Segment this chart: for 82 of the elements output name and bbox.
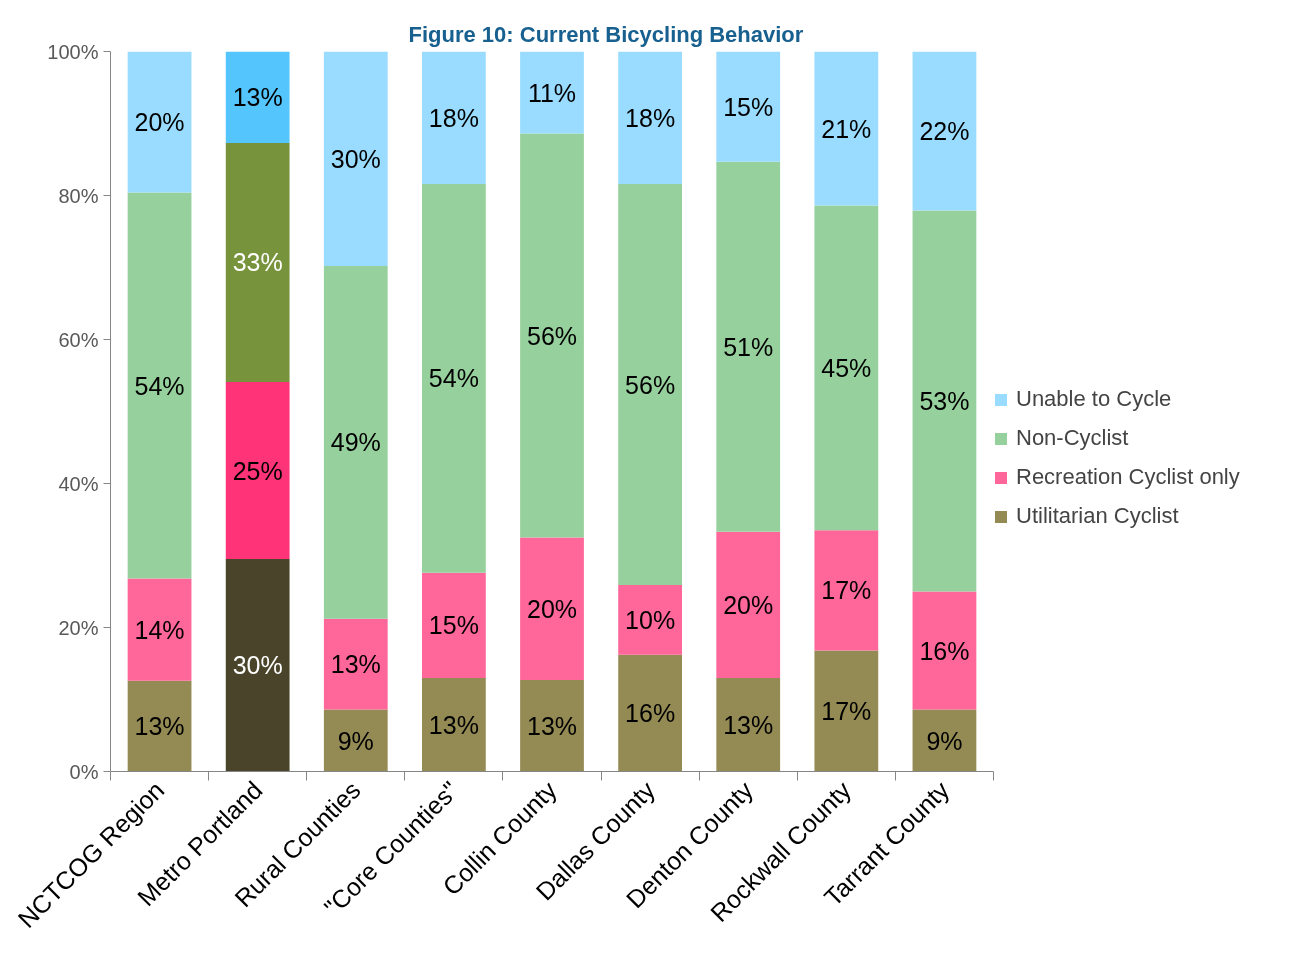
bar <box>912 51 977 211</box>
bar <box>716 161 781 532</box>
legend-label: Utilitarian Cyclist <box>1016 503 1179 529</box>
data-label: 33% <box>232 248 283 277</box>
data-label: 54% <box>428 364 479 393</box>
bar <box>814 205 879 531</box>
bar <box>618 183 682 586</box>
data-label: 13% <box>330 650 381 679</box>
bar <box>912 210 977 592</box>
bar <box>618 51 682 184</box>
data-label: 56% <box>625 370 676 399</box>
data-label: 49% <box>330 428 381 457</box>
data-label: 25% <box>232 456 283 485</box>
bar <box>520 51 584 134</box>
data-label: 30% <box>330 144 381 173</box>
bar <box>520 537 584 681</box>
bar <box>323 709 388 772</box>
bar <box>323 618 388 710</box>
data-label: 18% <box>428 103 479 132</box>
data-label: 10% <box>625 605 676 634</box>
data-label: 9% <box>337 726 374 755</box>
data-label: 13% <box>428 710 479 739</box>
y-tick-label: 80% <box>58 184 99 207</box>
data-label: 45% <box>821 353 872 382</box>
data-label: 16% <box>625 699 676 728</box>
bar <box>127 51 192 193</box>
bar <box>127 578 192 681</box>
y-tick-label: 40% <box>58 472 99 495</box>
bar <box>716 531 781 678</box>
data-label: 13% <box>134 712 185 741</box>
bar <box>520 133 584 538</box>
bar <box>422 183 486 573</box>
y-tick-label: 100% <box>47 40 99 63</box>
y-tick-label: 0% <box>69 760 99 783</box>
data-label: 15% <box>723 92 774 121</box>
y-tick-label: 60% <box>58 328 99 351</box>
bar <box>422 572 486 678</box>
data-label: 18% <box>625 103 676 132</box>
bar <box>127 680 192 772</box>
data-label: 15% <box>428 611 479 640</box>
bar <box>225 559 290 772</box>
chart-title: Figure 10: Current Bicycling Behavior <box>408 21 804 47</box>
data-label: 11% <box>527 78 577 107</box>
bar <box>814 650 879 772</box>
bar <box>323 51 388 267</box>
bar <box>225 142 290 382</box>
data-label: 53% <box>919 387 970 416</box>
data-label: 54% <box>134 371 185 400</box>
bar <box>716 677 781 772</box>
bar <box>323 266 388 619</box>
bar <box>618 654 682 772</box>
data-label: 17% <box>821 576 872 605</box>
bar <box>520 680 584 772</box>
data-label: 13% <box>723 710 774 739</box>
bar <box>127 192 192 579</box>
legend-label: Unable to Cycle <box>1016 386 1172 412</box>
bar <box>618 585 682 655</box>
data-label: 16% <box>919 636 970 665</box>
data-label: 30% <box>232 651 283 680</box>
data-label: 51% <box>723 332 774 361</box>
data-label: 22% <box>919 117 970 146</box>
data-label: 21% <box>821 114 872 143</box>
data-label: 20% <box>723 590 774 619</box>
data-label: 56% <box>526 321 578 350</box>
data-label: 20% <box>134 108 185 137</box>
bar <box>422 51 486 184</box>
y-tick-label: 20% <box>58 616 99 639</box>
bar <box>912 591 977 710</box>
bar <box>716 51 781 162</box>
data-label: 13% <box>232 83 283 112</box>
data-label: 20% <box>526 594 578 623</box>
data-label: 13% <box>526 711 578 740</box>
legend-label: Non-Cyclist <box>1016 425 1129 451</box>
data-label: 14% <box>134 615 185 644</box>
bar <box>225 381 290 560</box>
legend-label: Recreation Cyclist only <box>1016 464 1240 490</box>
bar <box>225 51 290 143</box>
bar <box>814 530 879 651</box>
bar <box>422 677 486 772</box>
data-label: 17% <box>821 697 872 726</box>
data-label: 9% <box>926 726 963 755</box>
bar <box>814 51 879 206</box>
